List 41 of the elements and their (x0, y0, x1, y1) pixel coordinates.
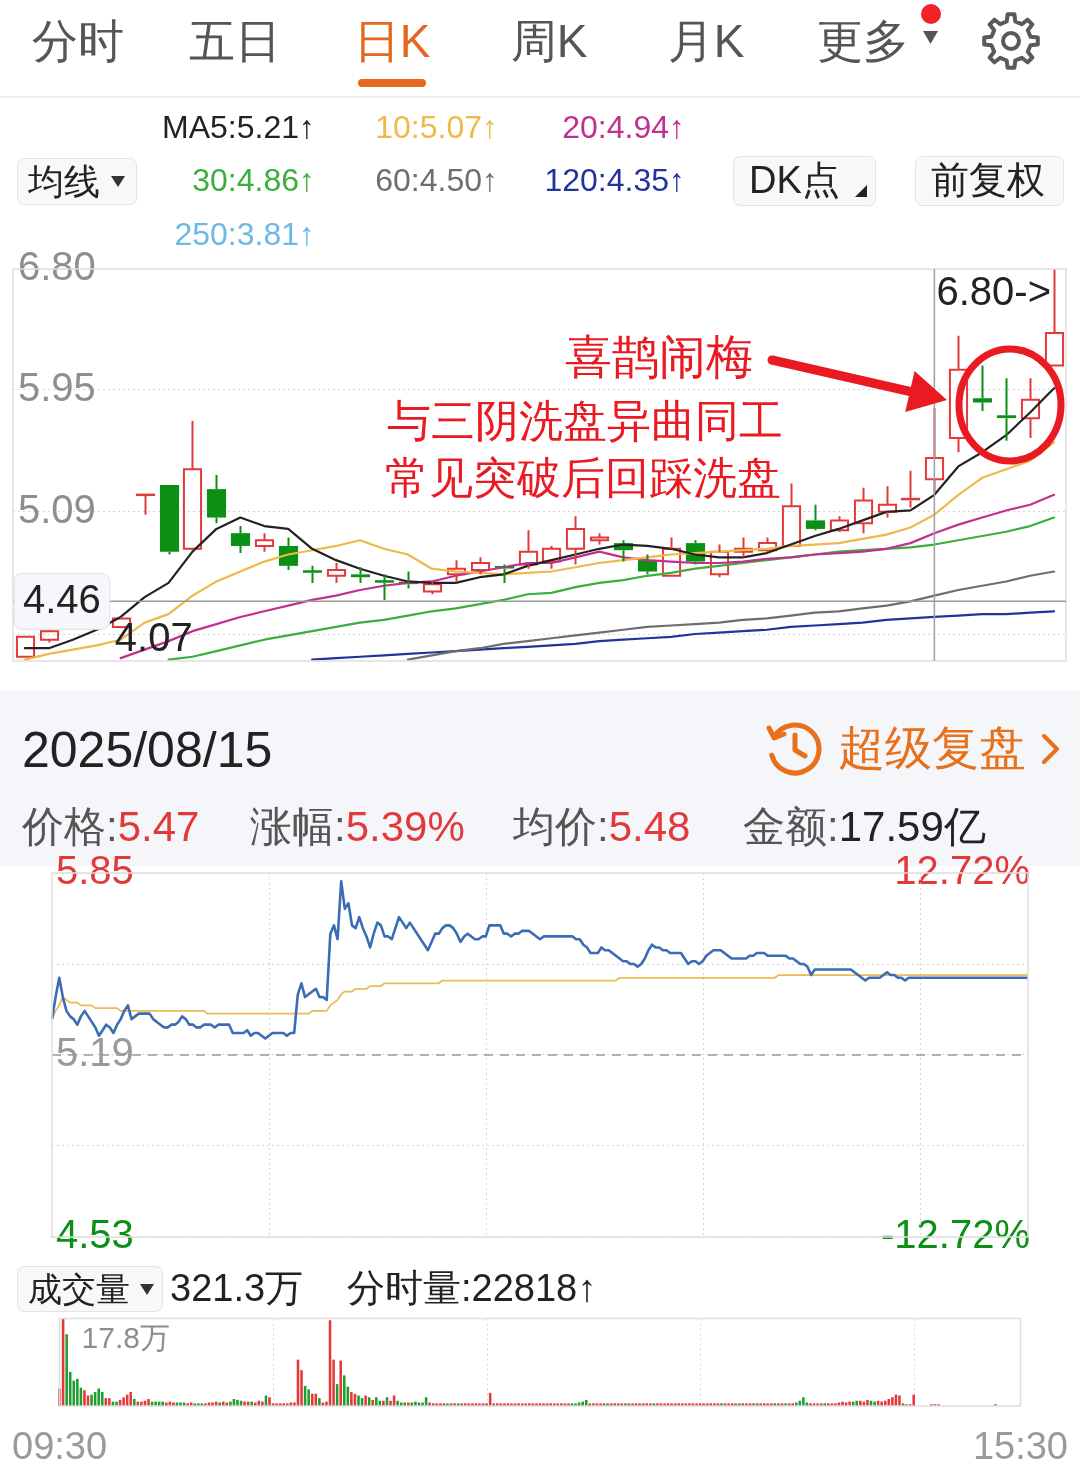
legend-label: 250:3.81↑ (174, 214, 315, 254)
text: 涨幅:5.39% (250, 802, 465, 850)
text: 20:4.94↑ (562, 107, 685, 147)
y-tick-label: 4.53 (56, 1212, 134, 1257)
text: 价格:5.47 (22, 802, 200, 850)
x-tick-label: 15:30 (972, 1425, 1068, 1468)
annotation: 常见突破后回踩洗盘 (385, 451, 781, 504)
text: DK点 (749, 158, 840, 204)
ref-line-label: 4.46 (23, 577, 101, 622)
annotation: 与三阴洗盘异曲同工 (387, 394, 783, 447)
text: MA5:5.21↑ (162, 107, 315, 147)
y-tick-label: 5.19 (56, 1030, 134, 1075)
text: 分时 (32, 14, 124, 70)
text: 前复权 (931, 158, 1045, 204)
text: 分时量:22818↑ (347, 1266, 597, 1312)
annotation: 17.8万 (81, 1320, 170, 1354)
annotation: 喜鹊闹梅 (565, 328, 753, 385)
annotation: 6.80-> (936, 269, 1052, 314)
y-tick-label: 6.80 (18, 244, 96, 289)
y-tick-label: 5.95 (18, 364, 96, 409)
text: 321.3万 (170, 1266, 304, 1312)
y-tick-label: 5.85 (56, 848, 134, 893)
text: 成交量 (28, 1268, 130, 1310)
y2-tick-label: 12.72% (894, 848, 1030, 893)
chart-title: 2025/08/15 (22, 721, 273, 780)
text: 10:5.07↑ (375, 107, 498, 147)
y2-tick-label: -12.72% (881, 1212, 1030, 1257)
text: 周K (510, 14, 588, 70)
text: 120:4.35↑ (544, 161, 685, 200)
text: 60:4.50↑ (375, 161, 498, 200)
text: 月K (667, 14, 745, 70)
text: 超级复盘 (838, 719, 1026, 776)
text: 日K (353, 14, 431, 70)
text: 金额:17.59亿 (743, 802, 986, 850)
x-tick-label: 09:30 (12, 1425, 108, 1468)
text: 更多 (817, 14, 909, 70)
text: 30:4.86↑ (192, 161, 315, 200)
text: 均线 (28, 159, 100, 204)
text: 均价:5.48 (513, 802, 691, 850)
y-tick-label: 5.09 (18, 486, 96, 531)
text: 五日 (189, 14, 281, 70)
